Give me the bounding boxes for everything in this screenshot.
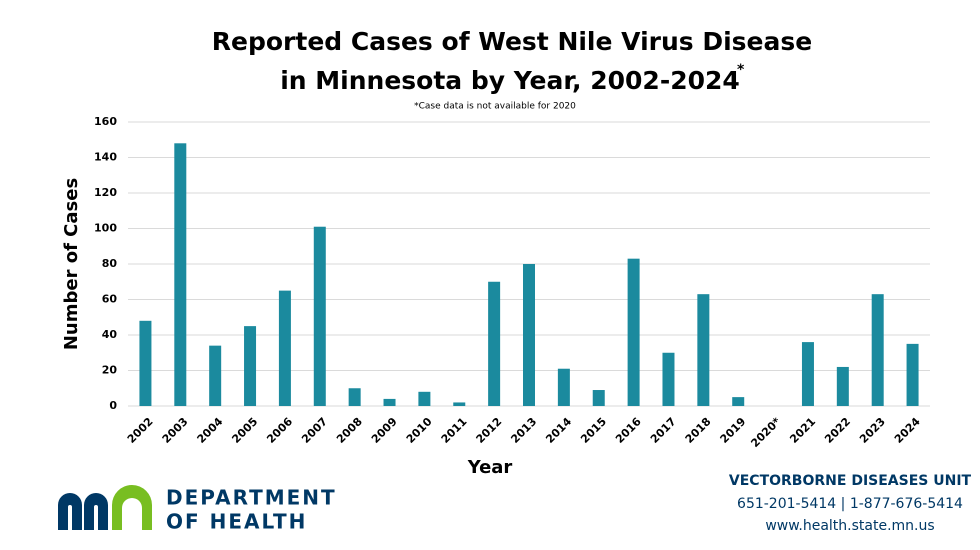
y-tick-label: 80 xyxy=(102,257,118,270)
bar xyxy=(523,264,535,406)
x-tick-label: 2003 xyxy=(160,415,191,446)
subtitle: *Case data is not available for 2020 xyxy=(414,102,576,112)
bar xyxy=(662,352,675,406)
y-tick-label: 120 xyxy=(94,186,117,199)
x-tick-label: 2017 xyxy=(648,415,679,446)
y-tick-label: 0 xyxy=(109,399,117,412)
bar xyxy=(348,388,361,406)
x-tick-label: 2009 xyxy=(369,415,400,446)
website: www.health.state.mn.us xyxy=(765,518,934,534)
bar xyxy=(418,391,431,406)
y-tick-label: 60 xyxy=(102,293,118,306)
x-tick-label: 2015 xyxy=(578,415,609,446)
bar xyxy=(313,226,326,406)
bar xyxy=(453,402,466,406)
x-tick-label: 2004 xyxy=(195,415,226,446)
x-axis-label: Year xyxy=(467,457,513,478)
x-tick-label: 2014 xyxy=(543,415,574,446)
x-tick-label: 2010 xyxy=(404,415,435,446)
title-mark: * xyxy=(737,62,745,78)
y-tick-label: 100 xyxy=(94,222,117,235)
x-tick-label: 2020* xyxy=(748,415,783,450)
bar xyxy=(209,345,222,406)
y-tick-label: 140 xyxy=(94,151,117,164)
chart-title: in Minnesota by Year, 2002-2024 xyxy=(280,66,740,95)
bar xyxy=(244,326,257,406)
bar xyxy=(627,258,640,406)
phone: 651-201-5414 | 1-877-676-5414 xyxy=(737,496,963,512)
y-tick-label: 40 xyxy=(102,328,118,341)
bar xyxy=(906,343,919,406)
x-tick-label: 2018 xyxy=(683,415,714,446)
bar xyxy=(871,294,884,406)
x-tick-label: 2007 xyxy=(299,415,330,446)
unit-name: VECTORBORNE DISEASES UNIT xyxy=(729,473,972,489)
x-tick-label: 2023 xyxy=(857,415,888,446)
x-tick-label: 2019 xyxy=(718,415,749,446)
x-tick-label: 2012 xyxy=(474,415,505,446)
bar xyxy=(488,281,501,406)
x-tick-label: 2013 xyxy=(508,415,539,446)
chart-title: Reported Cases of West Nile Virus Diseas… xyxy=(212,27,812,56)
bar xyxy=(383,398,396,406)
bar xyxy=(697,294,710,406)
org-name: DEPARTMENT xyxy=(166,486,337,510)
x-tick-label: 2011 xyxy=(439,415,470,446)
logo xyxy=(58,485,152,530)
y-axis-label: Number of Cases xyxy=(61,178,82,350)
x-tick-label: 2002 xyxy=(125,415,156,446)
x-tick-label: 2024 xyxy=(892,415,923,446)
x-tick-label: 2022 xyxy=(822,415,853,446)
bar xyxy=(732,397,745,406)
bar xyxy=(278,290,291,406)
bar xyxy=(139,320,152,406)
bar xyxy=(801,342,814,406)
bar xyxy=(174,143,187,407)
x-tick-label: 2021 xyxy=(787,415,818,446)
x-tick-label: 2006 xyxy=(264,415,295,446)
bar xyxy=(836,366,849,406)
bar xyxy=(557,368,570,406)
y-tick-label: 20 xyxy=(102,364,118,377)
x-tick-label: 2005 xyxy=(229,415,260,446)
bar xyxy=(592,390,605,406)
org-name: OF HEALTH xyxy=(166,510,307,534)
y-tick-label: 160 xyxy=(94,115,117,128)
x-tick-label: 2016 xyxy=(613,415,644,446)
x-tick-label: 2008 xyxy=(334,415,365,446)
